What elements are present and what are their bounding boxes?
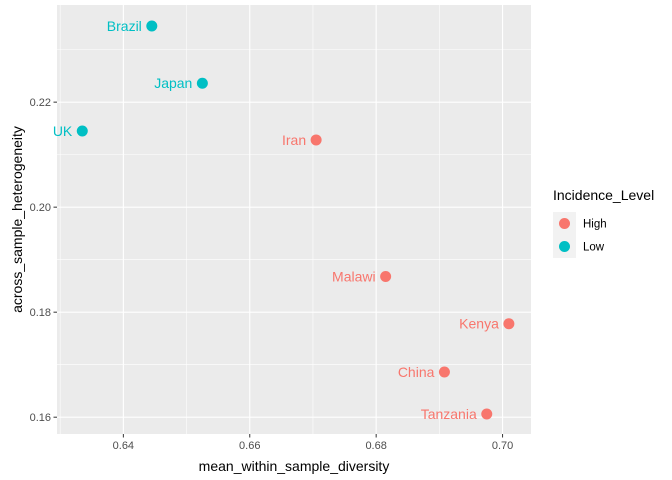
data-point-label: Tanzania [421,406,477,422]
x-tick-label: 0.64 [113,440,134,452]
minor-grid [57,5,531,434]
legend-key [559,241,570,252]
x-axis-title: mean_within_sample_diversity [199,458,390,474]
y-tick-label: 0.16 [30,412,51,424]
y-tick-label: 0.22 [30,97,51,109]
legend-title: Incidence_Level [553,187,654,203]
data-point [196,77,208,89]
data-point [503,318,515,330]
x-tick-label: 0.68 [365,440,386,452]
x-tick-label: 0.66 [239,440,260,452]
data-point-label: China [398,364,435,380]
y-tick-label: 0.18 [30,307,51,319]
data-point-label: Japan [154,75,192,91]
data-point-label: Iran [282,132,306,148]
legend: Incidence_Level High Low [553,187,654,258]
y-axis-title: across_sample_heterogeneity [9,126,25,313]
data-point [481,408,493,420]
data-point-label: Malawi [332,268,376,284]
data-point-label: Kenya [459,316,499,332]
x-tick-label: 0.70 [492,440,513,452]
data-point-label: Brazil [107,18,142,34]
legend-label: Low [583,242,605,254]
major-grid [57,5,531,434]
data-point [310,134,322,146]
plot-panel [57,5,531,434]
x-axis-ticks: 0.64 0.66 0.68 0.70 [113,434,513,452]
data-point-label: UK [53,123,73,139]
data-point [438,366,450,378]
data-point [76,125,88,137]
legend-key [559,218,570,229]
data-point-labels: Brazil Japan UK Iran Malawi Kenya China Tanzani… [53,18,499,422]
legend-label: High [583,219,607,231]
data-point [380,270,392,282]
y-tick-label: 0.20 [30,202,51,214]
data-point [146,20,158,32]
y-axis-ticks: 0.16 0.18 0.20 0.22 [30,97,57,424]
data-points [76,20,515,420]
